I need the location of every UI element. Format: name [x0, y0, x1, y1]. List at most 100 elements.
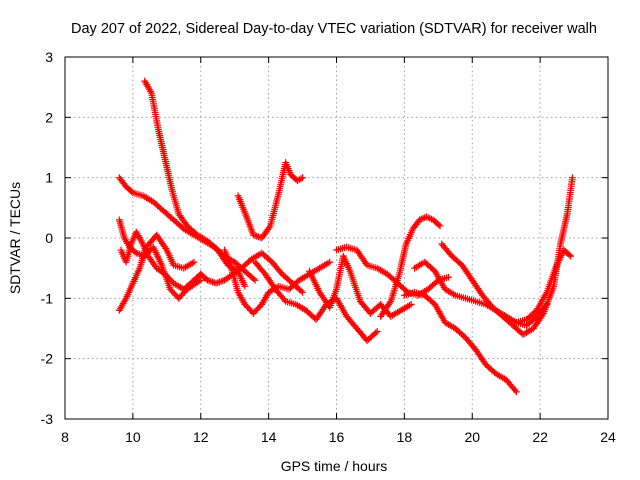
data-point-run: [259, 224, 273, 240]
data-point-run: [154, 233, 170, 252]
y-tick-label: 1: [45, 170, 53, 186]
data-point-run: [524, 308, 539, 322]
data-point-run: [273, 287, 288, 304]
series-track-h: [221, 246, 334, 317]
data-point-run: [202, 238, 216, 250]
y-axis-label: SDTVAR / TECUs: [7, 182, 23, 294]
data-point-run: [162, 158, 175, 192]
data-point-run: [344, 314, 359, 331]
data-point-run: [252, 260, 268, 277]
data-point-run: [198, 272, 210, 283]
data-point-run: [443, 320, 457, 331]
x-tick-label: 14: [261, 429, 277, 445]
data-point-run: [540, 284, 557, 315]
x-tick-label: 20: [464, 429, 480, 445]
data-point-run: [243, 215, 256, 237]
data-point-run: [242, 269, 257, 283]
data-point-run: [235, 194, 250, 219]
series-track-p: [512, 246, 575, 326]
data-point-run: [138, 239, 151, 258]
data-point-run: [295, 175, 305, 184]
data-point-run: [182, 226, 196, 238]
data-point-run: [410, 218, 422, 231]
data-point-run: [524, 314, 539, 328]
data-point-run: [306, 269, 322, 294]
data-point-run: [259, 251, 274, 265]
data-point-run: [181, 278, 196, 292]
series-track-d: [115, 231, 198, 314]
data-point-run: [123, 281, 136, 300]
data-point-run: [130, 266, 143, 285]
data-point: [567, 252, 575, 260]
data-point-run: [283, 161, 294, 176]
data-point-run: [228, 266, 241, 294]
data-point-run: [297, 271, 312, 283]
data-point-run: [259, 290, 272, 306]
y-tick-label: -1: [41, 290, 54, 306]
data-point-run: [340, 254, 353, 273]
data-point-run: [504, 314, 519, 325]
data-point-run: [388, 272, 402, 303]
data-point-run: [399, 302, 413, 313]
data-point-run: [317, 259, 332, 271]
y-tick-label: -2: [41, 351, 54, 367]
data-point-run: [403, 227, 416, 246]
data-point-run: [413, 289, 427, 299]
data-point-run: [439, 242, 454, 258]
data-point: [423, 213, 430, 221]
data-point: [326, 258, 334, 266]
data-point-run: [133, 230, 144, 243]
data-point: [299, 174, 306, 182]
data-point-run: [171, 217, 186, 232]
data-point-run: [185, 281, 198, 292]
x-tick-label: 18: [397, 429, 413, 445]
data-point-run: [163, 272, 176, 286]
data-point-run: [354, 248, 370, 267]
data-point-run: [235, 269, 248, 288]
y-tick-label: -3: [41, 411, 54, 427]
data-point-run: [150, 245, 165, 267]
y-tick-label: 0: [45, 230, 53, 246]
data-point-run: [164, 248, 177, 267]
data-point-run: [263, 272, 278, 291]
data-point-run: [267, 191, 282, 228]
data-point: [512, 388, 520, 396]
data-point-run: [432, 269, 448, 291]
x-tick-label: 16: [329, 429, 345, 445]
series-track-e: [117, 228, 205, 293]
data-point-run: [239, 257, 254, 271]
data-point-run: [378, 299, 394, 319]
data-point-run: [347, 269, 363, 303]
data-point: [190, 258, 198, 266]
data-point-run: [182, 259, 196, 271]
data-point-run: [557, 212, 571, 246]
data-point-run: [141, 193, 155, 205]
data-point-run: [564, 176, 576, 216]
data-point: [436, 222, 444, 230]
y-tick-label: 3: [45, 49, 53, 65]
series-track-j: [305, 252, 415, 320]
data-point-run: [221, 248, 234, 270]
data-point-run: [335, 244, 348, 253]
data-point-run: [449, 254, 464, 268]
data-point-run: [327, 287, 340, 309]
data-point: [197, 276, 205, 284]
data-point-run: [161, 208, 176, 222]
data-point-run: [426, 278, 441, 292]
data-point-run: [194, 277, 203, 286]
data-point: [241, 282, 249, 290]
data-point-run: [515, 316, 528, 326]
data-point-run: [151, 199, 166, 213]
chart-title: Day 207 of 2022, Sidereal Day-to-day VTE…: [71, 21, 597, 37]
data-point-run: [117, 175, 129, 189]
x-tick-label: 24: [600, 429, 616, 445]
data-point-run: [365, 329, 380, 343]
data-point: [445, 273, 452, 281]
data-point: [416, 216, 424, 224]
data-point-run: [192, 232, 206, 244]
data-point-run: [561, 247, 573, 259]
data-point-run: [235, 290, 248, 306]
data-point-run: [422, 293, 437, 307]
data-point-run: [500, 314, 515, 328]
